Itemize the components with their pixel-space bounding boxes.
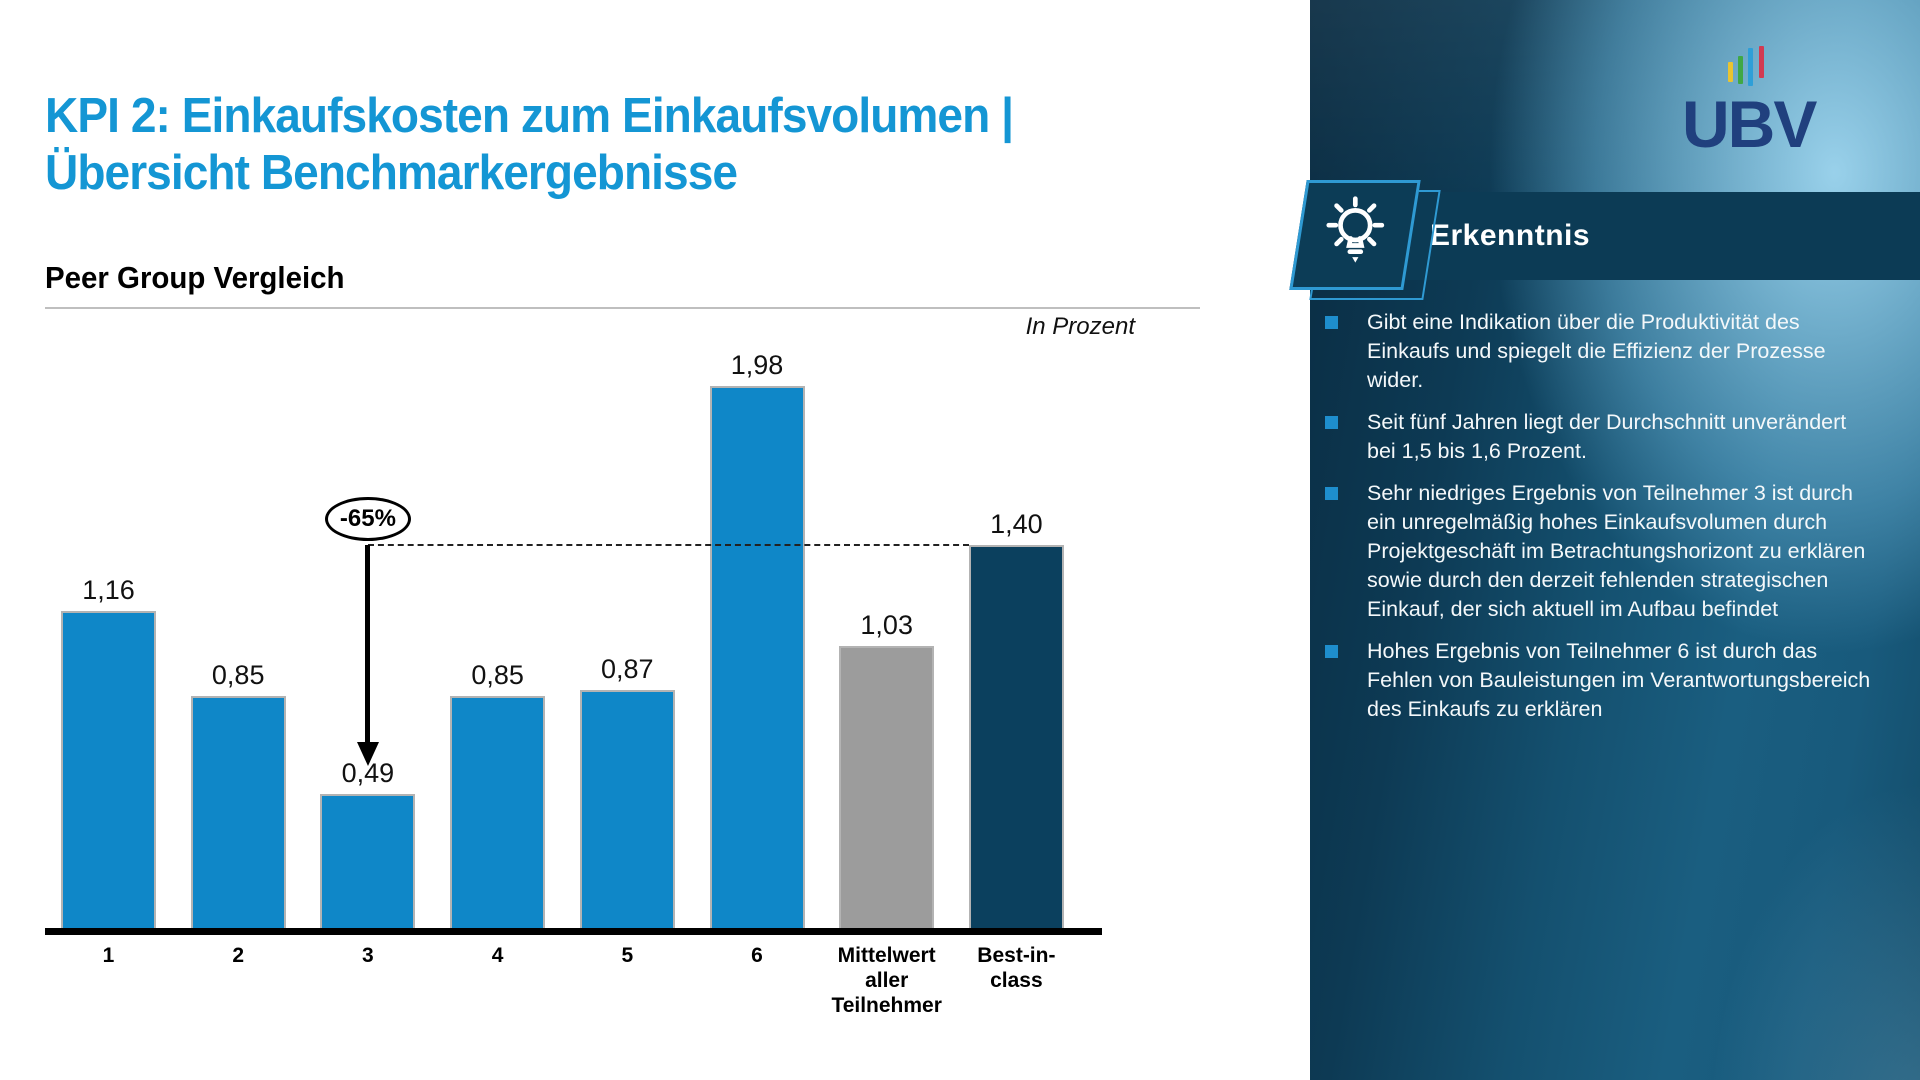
insight-bullet-item: Gibt eine Indikation über die Produktivi… xyxy=(1325,308,1885,395)
insight-bullet-text: Gibt eine Indikation über die Produktivi… xyxy=(1367,310,1826,392)
insight-bullet-item: Hohes Ergebnis von Teilnehmer 6 ist durc… xyxy=(1325,637,1885,724)
bullet-square-icon xyxy=(1325,316,1338,329)
x-axis-label: 1 xyxy=(102,944,115,967)
logo-text: UBV xyxy=(1682,87,1817,161)
bar-best-in-class xyxy=(968,545,1064,928)
logo-color-bars-icon xyxy=(1728,36,1788,86)
company-logo: UBV xyxy=(1682,30,1872,170)
bar-value-label: 1,40 xyxy=(990,509,1043,539)
x-axis-label: 2 xyxy=(232,944,245,967)
reference-dashed-line xyxy=(367,544,969,546)
bar-value-label: 1,03 xyxy=(860,610,913,640)
bar-3 xyxy=(320,794,416,928)
lightbulb-tile xyxy=(1289,180,1421,290)
page-title-line1: KPI 2: Einkaufskosten zum Einkaufsvolume… xyxy=(45,89,1014,143)
x-axis-line xyxy=(45,928,1102,935)
page-title: KPI 2: Einkaufskosten zum Einkaufsvolume… xyxy=(45,88,1211,202)
bar-value-label: 1,98 xyxy=(730,350,784,380)
x-axis-label: Best-in-class xyxy=(977,944,1056,992)
bar-2 xyxy=(190,696,286,928)
bar-5 xyxy=(579,690,675,928)
x-axis-label: 3 xyxy=(362,944,374,967)
insight-header-band: Erkenntnis xyxy=(1392,192,1920,280)
bar-value-label: 0,85 xyxy=(471,660,524,690)
bar-1 xyxy=(61,611,156,928)
bullet-square-icon xyxy=(1325,487,1338,500)
heading-divider xyxy=(45,307,1200,309)
bar-chart: 1,16 1 0,85 2 0,49 3 0,85 4 0,87 5 1,98 6 1,03 Mittel… xyxy=(45,340,1115,1040)
logo-bar-icon xyxy=(1759,46,1764,78)
bar-value-label: 1,16 xyxy=(82,575,135,605)
insight-bullet-item: Seit fünf Jahren liegt der Durchschnitt … xyxy=(1325,408,1885,466)
bar-value-label: 0,87 xyxy=(601,654,654,684)
chart-section-heading: Peer Group Vergleich xyxy=(45,260,345,295)
bar-6 xyxy=(709,386,805,928)
bar-mittelwert-aller-teilnehmer xyxy=(839,646,935,928)
logo-bar-icon xyxy=(1728,62,1733,82)
annotation-arrow-stem xyxy=(365,545,371,742)
delta-annotation-bubble: -65% xyxy=(324,497,411,541)
annotation-arrowhead-icon xyxy=(356,742,379,766)
insight-header: Erkenntnis xyxy=(1430,219,1591,252)
insight-panel: UBV Erkenntnis xyxy=(1289,0,1920,1080)
bar-4 xyxy=(450,696,546,928)
bullet-square-icon xyxy=(1325,645,1338,658)
page-title-line2: Übersicht Benchmarkergebnisse xyxy=(45,146,738,200)
insight-bullet-text: Sehr niedriges Ergebnis von Teilnehmer 3… xyxy=(1367,481,1866,621)
insight-bullet-item: Sehr niedriges Ergebnis von Teilnehmer 3… xyxy=(1325,479,1885,624)
x-axis-label: 5 xyxy=(621,944,634,967)
insight-bullet-text: Seit fünf Jahren liegt der Durchschnitt … xyxy=(1367,410,1847,463)
insight-bullets: Gibt eine Indikation über die Produktivi… xyxy=(1325,308,1885,724)
content-area: KPI 2: Einkaufskosten zum Einkaufsvolume… xyxy=(45,88,1211,1040)
x-axis-label: 4 xyxy=(491,944,504,967)
x-axis-label: 6 xyxy=(751,944,763,967)
logo-bar-icon xyxy=(1738,56,1743,84)
bar-value-label: 0,85 xyxy=(211,660,265,690)
lightbulb-icon xyxy=(1309,192,1401,279)
bullet-square-icon xyxy=(1325,416,1338,429)
insight-bullet-text: Hohes Ergebnis von Teilnehmer 6 ist durc… xyxy=(1367,639,1871,721)
logo-bar-icon xyxy=(1748,48,1753,86)
chart-unit-label: In Prozent xyxy=(1025,313,1135,340)
x-axis-label: Mittelwert aller Teilnehmer xyxy=(831,944,942,1017)
